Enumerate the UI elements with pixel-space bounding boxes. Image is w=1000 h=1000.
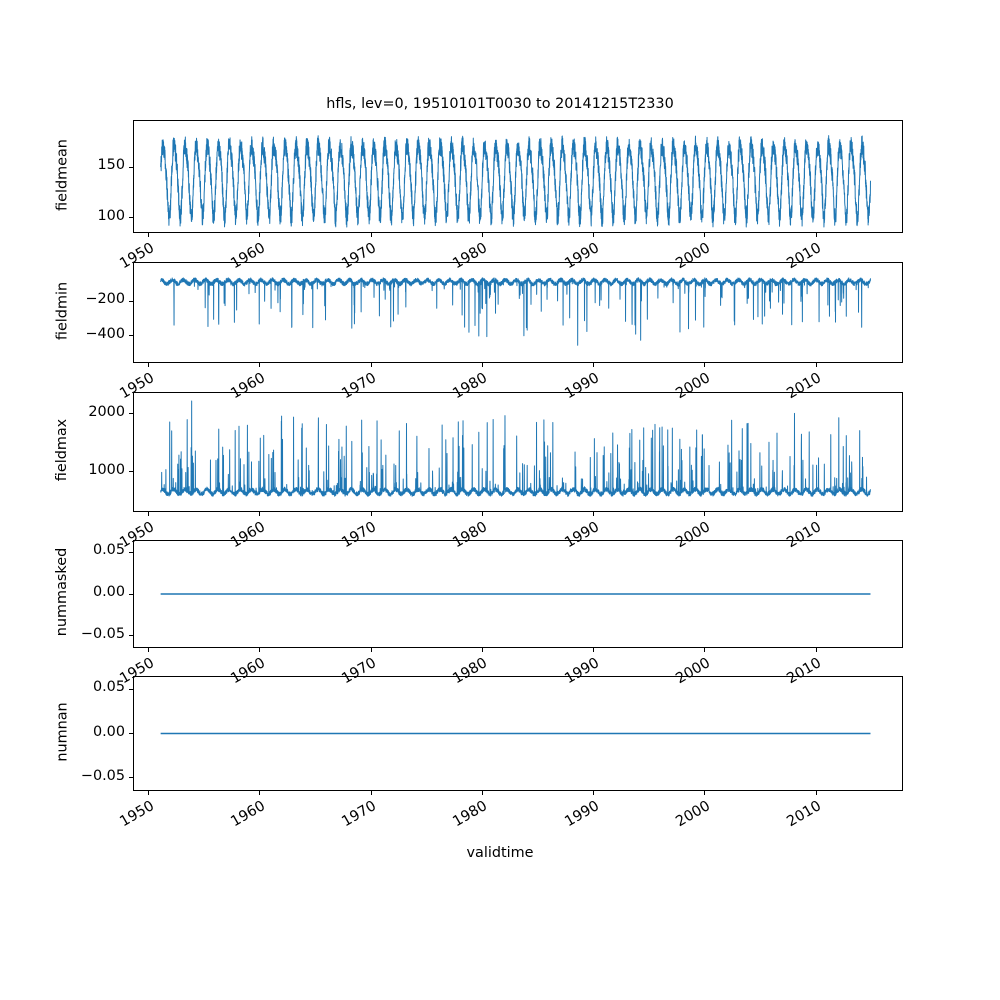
plot-panel-fieldmin [133,262,903,363]
y-tick-label: −400 [85,325,125,342]
x-tick-mark [593,363,595,367]
plot-panel-numnan [133,676,903,791]
x-tick-mark [593,233,595,237]
y-tick-label: 0.00 [92,723,125,740]
series-line-fieldmin [160,277,871,346]
x-tick-mark [481,648,483,652]
y-tick-mark [129,635,133,637]
x-tick-mark [815,648,817,652]
x-tick-mark [148,233,150,237]
x-tick-mark [481,791,483,795]
y-tick-label: 0.05 [92,679,125,696]
x-tick-mark [593,512,595,516]
y-axis-label-nummasked: nummasked [54,547,70,637]
y-tick-mark [129,300,133,302]
x-tick-label: 1990 [561,798,602,831]
x-tick-mark [704,363,706,367]
x-tick-mark [259,363,261,367]
x-tick-mark [815,363,817,367]
x-tick-mark [815,512,817,516]
y-tick-mark [129,593,133,595]
y-tick-label: −0.05 [80,625,125,642]
y-tick-label: −200 [85,291,125,308]
y-tick-mark [129,551,133,553]
x-tick-label: 1960 [228,798,268,831]
y-tick-mark [129,217,133,219]
y-tick-label: −0.05 [80,767,125,784]
y-tick-label: 0.00 [92,584,125,600]
x-tick-label: 1970 [339,798,380,831]
x-tick-mark [148,512,150,516]
x-tick-mark [481,233,483,237]
x-tick-mark [148,648,150,652]
y-tick-label: 2000 [88,403,125,420]
series-line-fieldmean [160,135,871,228]
y-tick-mark [129,777,133,779]
x-tick-label: 1950 [116,798,157,831]
y-tick-label: 1000 [88,461,125,478]
y-tick-label: 150 [97,157,125,174]
x-tick-mark [815,233,817,237]
x-tick-mark [259,233,261,237]
x-tick-mark [148,363,150,367]
y-tick-mark [129,335,133,337]
y-tick-mark [129,471,133,473]
x-tick-mark [259,648,261,652]
x-tick-mark [370,791,372,795]
x-tick-mark [370,363,372,367]
plot-panel-fieldmax [133,392,903,512]
x-tick-mark [370,512,372,516]
x-tick-mark [704,233,706,237]
x-axis-label: validtime [466,845,534,861]
x-tick-mark [704,791,706,795]
x-tick-mark [259,512,261,516]
x-tick-mark [259,791,261,795]
y-tick-mark [129,413,133,415]
x-tick-mark [481,512,483,516]
y-axis-label-fieldmin: fieldmin [54,281,70,340]
y-axis-label-fieldmean: fieldmean [54,138,70,211]
y-tick-label: 100 [97,207,125,224]
series-line-fieldmax [160,400,871,497]
x-tick-mark [593,648,595,652]
plot-panel-fieldmean [133,120,903,233]
x-tick-mark [370,648,372,652]
x-tick-mark [148,791,150,795]
y-axis-label-numnan: numnan [54,701,70,762]
x-tick-mark [593,791,595,795]
x-tick-mark [704,512,706,516]
y-tick-mark [129,733,133,735]
x-tick-mark [481,363,483,367]
y-axis-label-fieldmax: fieldmax [54,418,70,482]
x-tick-label: 2010 [784,798,825,831]
figure-title: hfls, lev=0, 19510101T0030 to 20141215T2… [326,96,674,112]
x-tick-mark [370,233,372,237]
x-tick-mark [815,791,817,795]
y-tick-mark [129,166,133,168]
y-tick-label: 0.05 [92,542,125,559]
x-tick-label: 2000 [673,798,713,831]
x-tick-mark [704,648,706,652]
plot-panel-nummasked [133,540,903,648]
y-tick-mark [129,688,133,690]
x-tick-label: 1980 [450,798,491,831]
